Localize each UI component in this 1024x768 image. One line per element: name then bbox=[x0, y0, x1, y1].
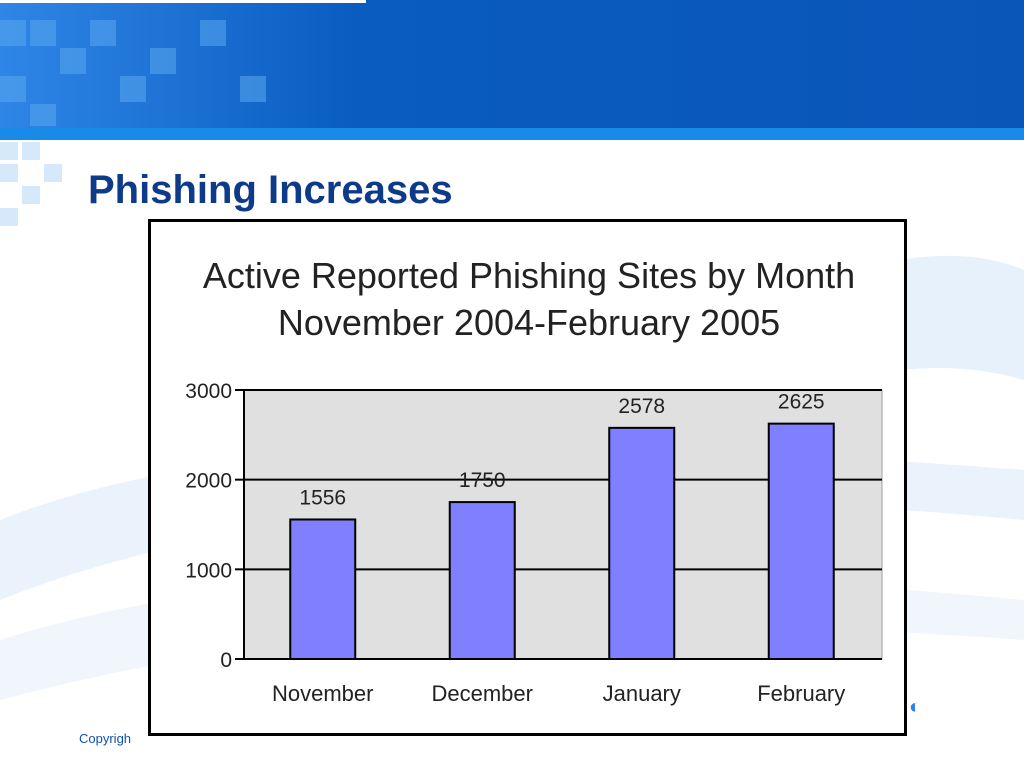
x-tick-label: February bbox=[757, 681, 845, 706]
chart-title: Active Reported Phishing Sites by Month bbox=[203, 255, 855, 296]
bar bbox=[608, 426, 676, 660]
x-tick-label: November bbox=[272, 681, 373, 706]
data-label: 1750 bbox=[459, 469, 506, 492]
footer-logo-icon: ◐ bbox=[909, 696, 922, 718]
plot-area: 0 1000 2000 3000 1556 November 1750 December 257… bbox=[185, 380, 883, 706]
slide-title: Phishing Increases bbox=[88, 168, 453, 212]
chart-subtitle: November 2004-February 2005 bbox=[278, 302, 780, 343]
data-label: 2625 bbox=[778, 391, 825, 414]
data-label: 2578 bbox=[618, 395, 665, 418]
x-tick-label: December bbox=[432, 681, 533, 706]
bar bbox=[767, 422, 835, 660]
data-label: 1556 bbox=[299, 486, 346, 509]
chart-frame: Active Reported Phishing Sites by Month … bbox=[148, 219, 907, 736]
bar bbox=[289, 518, 357, 660]
footer-text: Copyrigh bbox=[79, 731, 132, 746]
bar-chart: Active Reported Phishing Sites by Month … bbox=[185, 255, 883, 706]
y-tick-label: 3000 bbox=[185, 380, 232, 403]
bar bbox=[448, 501, 516, 661]
x-tick-label: January bbox=[603, 681, 681, 706]
y-tick-label: 2000 bbox=[185, 470, 232, 493]
y-tick-label: 0 bbox=[220, 649, 232, 672]
y-tick-label: 1000 bbox=[185, 559, 232, 582]
